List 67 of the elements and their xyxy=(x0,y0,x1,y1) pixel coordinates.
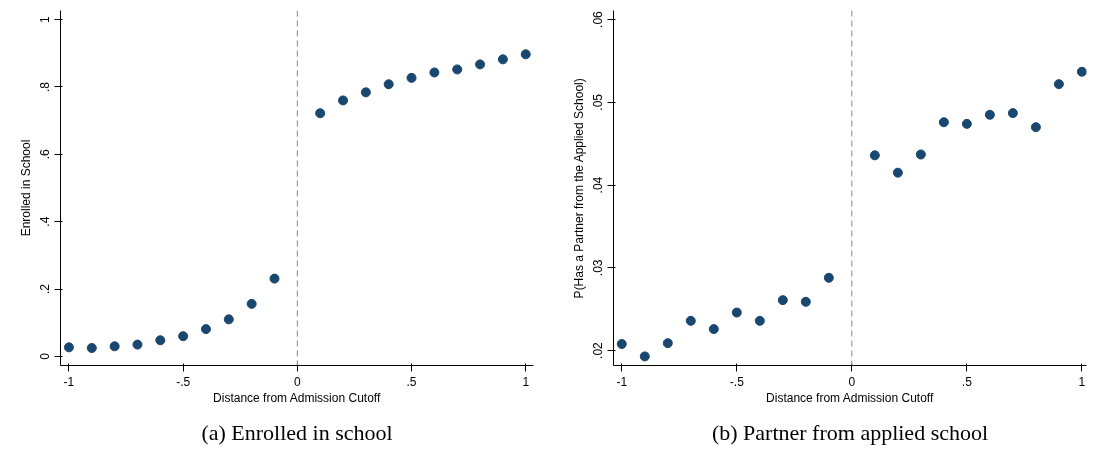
x-tick-label: -.5 xyxy=(729,374,745,389)
y-axis-title: P(Has a Partner from the Applied School) xyxy=(571,78,586,299)
point xyxy=(777,295,788,306)
point xyxy=(132,339,143,350)
point xyxy=(639,351,650,362)
point xyxy=(685,315,696,326)
point xyxy=(246,298,257,309)
y-tick-label: .03 xyxy=(591,259,606,277)
point xyxy=(800,296,811,307)
point xyxy=(754,315,765,326)
point xyxy=(1076,66,1087,77)
y-tick-label: 0 xyxy=(38,352,53,360)
point xyxy=(961,118,972,129)
point xyxy=(338,95,349,106)
point xyxy=(429,67,440,78)
point xyxy=(406,72,417,83)
y-tick-label: .06 xyxy=(591,10,606,28)
x-tick-label: 1 xyxy=(522,374,530,389)
point xyxy=(520,49,531,60)
point xyxy=(616,338,627,349)
point xyxy=(1053,79,1064,90)
x-tick-label: .5 xyxy=(406,374,417,389)
point xyxy=(823,272,834,283)
y-tick-label: .02 xyxy=(591,341,606,359)
x-tick-label: 0 xyxy=(848,374,856,389)
x-tick-label: -1 xyxy=(63,374,75,389)
point xyxy=(892,167,903,178)
point xyxy=(63,342,74,353)
point xyxy=(938,117,949,128)
point xyxy=(109,341,120,352)
x-tick-label: 1 xyxy=(1078,374,1086,389)
point xyxy=(915,149,926,160)
point xyxy=(200,324,211,335)
point xyxy=(1007,108,1018,119)
point xyxy=(223,314,234,325)
x-tick-label: 0 xyxy=(294,374,302,389)
point xyxy=(178,331,189,342)
text: (a) Enrolled in school xyxy=(201,419,393,445)
point xyxy=(1030,122,1041,133)
y-tick-label: .4 xyxy=(38,216,53,227)
point xyxy=(662,338,673,349)
point xyxy=(984,109,995,120)
point xyxy=(452,64,463,75)
point xyxy=(869,150,880,161)
point xyxy=(383,79,394,90)
x-tick-label: -1 xyxy=(616,374,628,389)
point xyxy=(315,108,326,119)
x-tick-label: .5 xyxy=(961,374,973,389)
y-tick-label: .04 xyxy=(591,176,606,194)
y-tick-label: .6 xyxy=(38,148,53,160)
point xyxy=(86,342,97,353)
point xyxy=(731,307,742,318)
point xyxy=(708,324,719,335)
point xyxy=(360,87,371,98)
x-tick-label: -.5 xyxy=(176,374,191,389)
point xyxy=(497,54,508,65)
point xyxy=(475,59,486,70)
x-axis-title: Distance from Admission Cutoff xyxy=(766,390,934,405)
y-tick-label: 1 xyxy=(38,15,53,23)
y-tick-label: .8 xyxy=(38,81,53,92)
y-tick-label: .2 xyxy=(38,283,53,295)
y-axis-title: Enrolled in School xyxy=(18,139,33,237)
y-tick-label: .05 xyxy=(591,93,606,111)
point xyxy=(269,273,280,284)
x-axis-title: Distance from Admission Cutoff xyxy=(213,390,381,405)
text: (b) Partner from applied school xyxy=(711,419,989,445)
point xyxy=(155,335,166,346)
